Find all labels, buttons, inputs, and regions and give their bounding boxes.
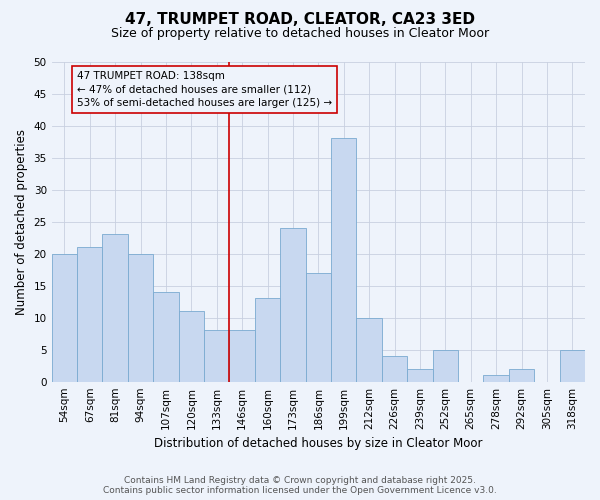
- Text: Size of property relative to detached houses in Cleator Moor: Size of property relative to detached ho…: [111, 28, 489, 40]
- Bar: [255, 298, 280, 382]
- Bar: [52, 254, 77, 382]
- Bar: [179, 311, 204, 382]
- Bar: [560, 350, 585, 382]
- Text: Contains HM Land Registry data © Crown copyright and database right 2025.
Contai: Contains HM Land Registry data © Crown c…: [103, 476, 497, 495]
- Bar: [484, 376, 509, 382]
- Bar: [153, 292, 179, 382]
- Bar: [229, 330, 255, 382]
- Bar: [103, 234, 128, 382]
- Bar: [382, 356, 407, 382]
- Bar: [407, 369, 433, 382]
- Bar: [356, 318, 382, 382]
- Y-axis label: Number of detached properties: Number of detached properties: [15, 128, 28, 314]
- Bar: [331, 138, 356, 382]
- Bar: [280, 228, 305, 382]
- Bar: [128, 254, 153, 382]
- Bar: [433, 350, 458, 382]
- Bar: [509, 369, 534, 382]
- Bar: [305, 273, 331, 382]
- Bar: [204, 330, 229, 382]
- Text: 47 TRUMPET ROAD: 138sqm
← 47% of detached houses are smaller (112)
53% of semi-d: 47 TRUMPET ROAD: 138sqm ← 47% of detache…: [77, 71, 332, 108]
- Text: 47, TRUMPET ROAD, CLEATOR, CA23 3ED: 47, TRUMPET ROAD, CLEATOR, CA23 3ED: [125, 12, 475, 28]
- Bar: [77, 247, 103, 382]
- X-axis label: Distribution of detached houses by size in Cleator Moor: Distribution of detached houses by size …: [154, 437, 482, 450]
